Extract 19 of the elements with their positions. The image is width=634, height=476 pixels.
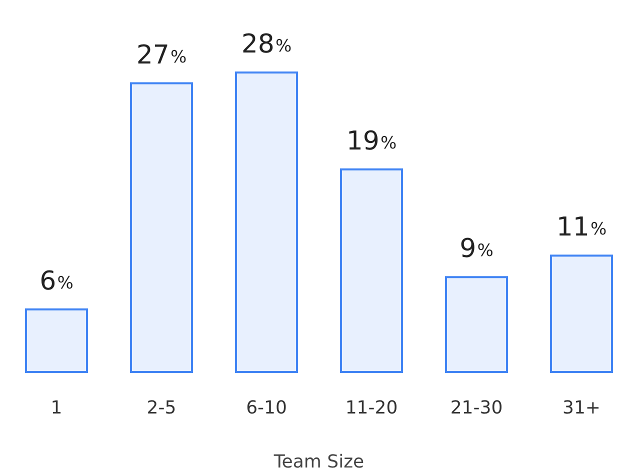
x-tick-label: 21-30	[450, 398, 503, 418]
x-tick-label: 31+	[562, 398, 600, 418]
data-label: 6%	[40, 266, 74, 296]
x-tick-label: 1	[50, 398, 62, 418]
bar	[235, 72, 298, 373]
data-label: 19%	[346, 126, 397, 156]
bar	[25, 308, 88, 373]
x-tick-label: 11-20	[345, 398, 398, 418]
bar	[130, 82, 193, 373]
data-label: 11%	[556, 212, 607, 243]
data-label: 27%	[136, 40, 187, 70]
x-tick-label: 2-5	[146, 398, 176, 418]
data-label: 9%	[460, 234, 494, 264]
x-tick-label: 6-10	[246, 398, 287, 418]
bar	[445, 276, 508, 373]
bar	[550, 254, 613, 373]
data-label: 28%	[241, 30, 292, 60]
bar	[340, 168, 403, 373]
x-axis-title: Team Size	[272, 452, 364, 472]
